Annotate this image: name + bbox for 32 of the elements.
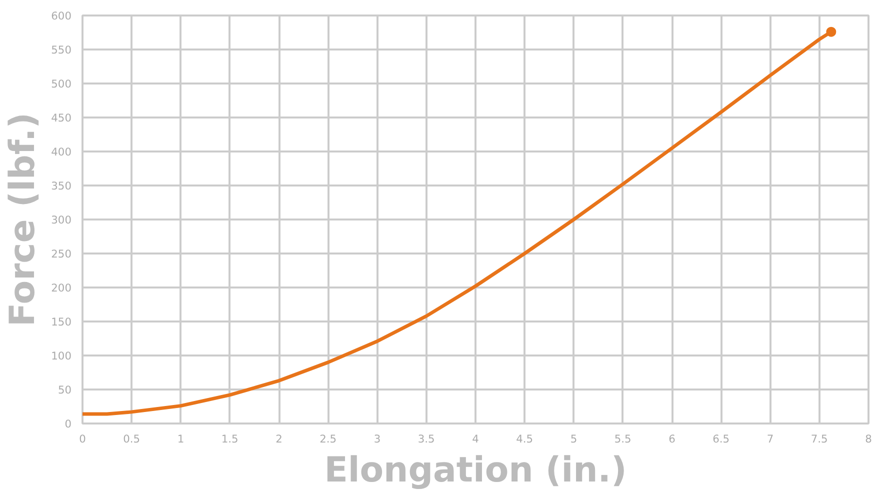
x-tick-label: 5.5 bbox=[614, 432, 632, 446]
y-tick-label: 600 bbox=[51, 10, 72, 22]
y-axis-title: Force (lbf.) bbox=[3, 112, 44, 326]
x-tick-label: 3.5 bbox=[418, 432, 435, 446]
y-tick-label: 0 bbox=[64, 418, 72, 430]
x-tick-label: 0.5 bbox=[123, 432, 140, 446]
x-tick-label: 6.5 bbox=[712, 432, 730, 446]
x-tick-label: 1.5 bbox=[221, 432, 238, 446]
x-tick-label: 4 bbox=[472, 432, 480, 446]
x-tick-label: 5 bbox=[570, 432, 578, 446]
x-tick-label: 8 bbox=[865, 432, 872, 446]
y-tick-label: 400 bbox=[51, 146, 72, 158]
x-tick-label: 0 bbox=[79, 432, 86, 446]
y-tick-label: 350 bbox=[51, 180, 72, 192]
x-axis-title: Elongation (in.) bbox=[324, 450, 627, 490]
y-tick-label: 550 bbox=[51, 44, 72, 56]
x-tick-label: 7 bbox=[766, 432, 774, 446]
y-tick-label: 300 bbox=[51, 214, 72, 226]
y-tick-label: 150 bbox=[51, 316, 72, 328]
x-tick-label: 1 bbox=[177, 432, 184, 446]
y-tick-label: 450 bbox=[51, 112, 72, 124]
x-tick-label: 6 bbox=[668, 432, 676, 446]
x-tick-label: 2 bbox=[276, 432, 282, 446]
y-tick-label: 200 bbox=[51, 282, 72, 294]
y-tick-label: 100 bbox=[51, 350, 72, 362]
x-tick-label: 3 bbox=[374, 432, 381, 446]
x-tick-label: 4.5 bbox=[516, 432, 534, 446]
y-tick-label: 250 bbox=[51, 248, 72, 260]
x-tick-label: 2.5 bbox=[320, 432, 337, 446]
x-tick-label: 7.5 bbox=[810, 432, 828, 446]
y-tick-label: 50 bbox=[58, 384, 72, 396]
y-tick-label: 500 bbox=[51, 78, 72, 90]
